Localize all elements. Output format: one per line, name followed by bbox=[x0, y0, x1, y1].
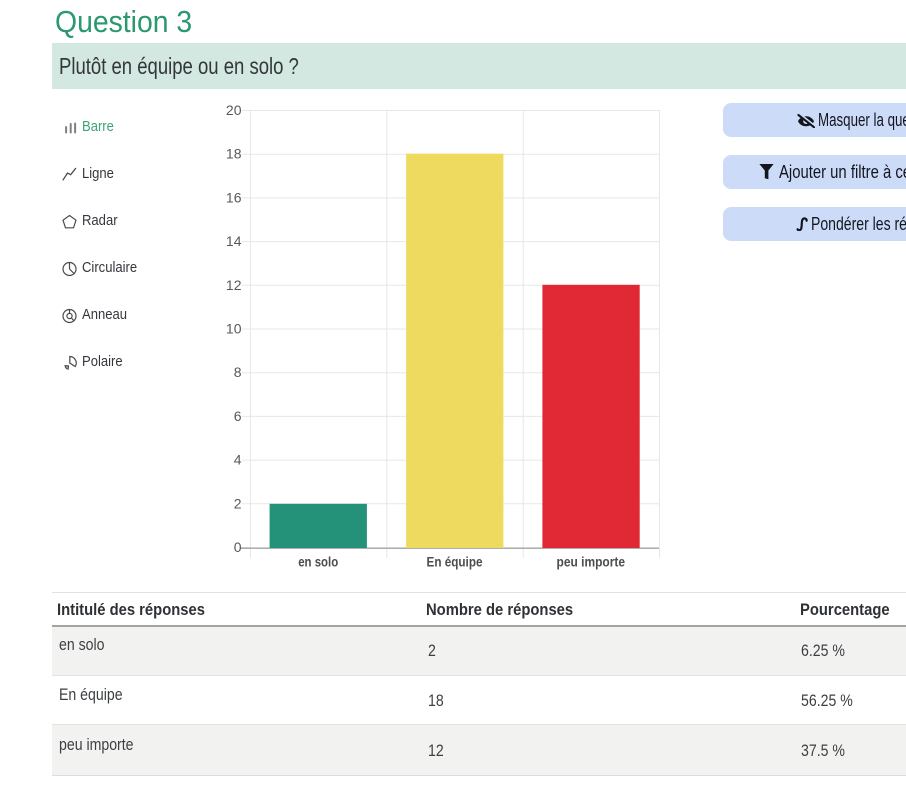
svg-text:18: 18 bbox=[226, 146, 242, 162]
svg-text:6: 6 bbox=[234, 408, 242, 424]
svg-text:En équipe: En équipe bbox=[427, 554, 483, 570]
svg-text:en solo: en solo bbox=[298, 554, 338, 570]
svg-text:peu importe: peu importe bbox=[557, 554, 626, 570]
svg-text:20: 20 bbox=[226, 102, 242, 118]
svg-text:0: 0 bbox=[234, 539, 242, 555]
svg-text:14: 14 bbox=[226, 233, 242, 249]
svg-text:12: 12 bbox=[226, 277, 242, 293]
svg-text:10: 10 bbox=[226, 321, 242, 337]
svg-text:2: 2 bbox=[234, 495, 242, 511]
svg-text:8: 8 bbox=[234, 364, 242, 380]
svg-text:16: 16 bbox=[226, 189, 242, 205]
svg-text:4: 4 bbox=[234, 452, 242, 468]
